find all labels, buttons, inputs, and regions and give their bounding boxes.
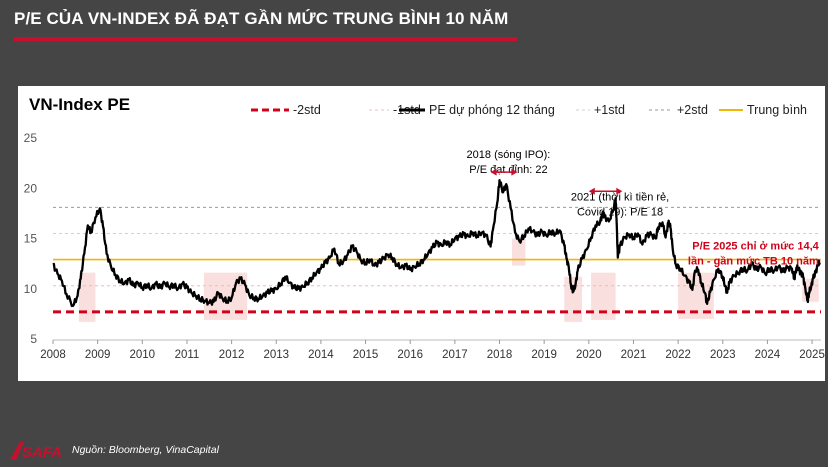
x-tick-label: 2012 [219,349,245,361]
annotation-text: 2018 (sóng IPO): [467,149,551,161]
annotation-text: Covid 19): P/E 18 [577,206,663,218]
annotation-text: P/E 2025 chỉ ở mức 14,4 [692,241,819,253]
x-tick-label: 2016 [397,349,423,361]
x-tick-label: 2010 [130,349,156,361]
pe-chart: VN-Index PE -2std -1std PE dự phóng 12 thá… [24,95,825,361]
chart-panel: VN-Index PE -2std -1std PE dự phóng 12 thá… [18,86,825,381]
logo-mark-icon [10,442,24,460]
annotation-text: lần - gần mức TB 10 năm [688,256,819,268]
headline: P/E CỦA VN-INDEX ĐÃ ĐẠT GẦN MỨC TRUNG BÌ… [14,9,509,28]
arrow-head-right-icon [511,168,518,176]
reference-lines [53,206,821,314]
y-tick-label: 20 [24,181,38,195]
x-tick-label: 2008 [40,349,66,361]
pe-series-line [52,179,821,308]
annotation-text: P/E đạt đỉnh: 22 [469,164,547,176]
chart-legend: -2std -1std PE dự phóng 12 tháng +1std +2std… [251,103,807,117]
x-tick-label: 2015 [353,349,379,361]
y-tick-label: 25 [24,131,38,145]
annotations: 2018 (sóng IPO): P/E đạt đỉnh: 22 2021 (th… [467,149,820,267]
legend-label: -2std [293,103,321,117]
arrow-head-left-icon [588,187,595,195]
x-tick-label: 2024 [755,349,781,361]
x-tick-label: 2022 [665,349,691,361]
y-tick-label: 10 [24,282,38,296]
safa-logo: SAFA [10,442,62,461]
shaded-region [512,238,526,266]
x-tick-label: 2009 [85,349,111,361]
series-layer [52,179,821,308]
arrow-head-left-icon [490,168,497,176]
y-tick-label: 5 [30,332,37,346]
legend-label: +1std [594,103,625,117]
legend-label: Trung bình [747,103,807,117]
x-tick-label: 2017 [442,349,468,361]
legend-label: +2std [677,103,708,117]
x-tick-label: 2018 [487,349,513,361]
shaded-region [78,272,96,322]
shaded-region [564,276,583,322]
legend-label: PE dự phóng 12 tháng [429,103,555,117]
annotation-text: 2021 (thời kì tiền rẻ, [571,191,669,203]
source-note: Nguồn: Bloomberg, VinaCapital [72,444,219,456]
headline-underline [14,37,517,41]
x-tick-label: 2023 [710,349,736,361]
x-tick-label: 2011 [175,349,200,361]
x-tick-label: 2020 [576,349,602,361]
logo-text: SAFA [22,444,62,461]
chart-title: VN-Index PE [29,95,130,114]
x-tick-label: 2013 [263,349,289,361]
x-tick-label: 2014 [308,349,334,361]
x-tick-label: 2021 [621,349,647,361]
x-tick-label: 2019 [531,349,557,361]
x-tick-label: 2025 [799,349,825,361]
arrow-head-right-icon [616,187,623,195]
y-tick-label: 15 [24,232,38,246]
